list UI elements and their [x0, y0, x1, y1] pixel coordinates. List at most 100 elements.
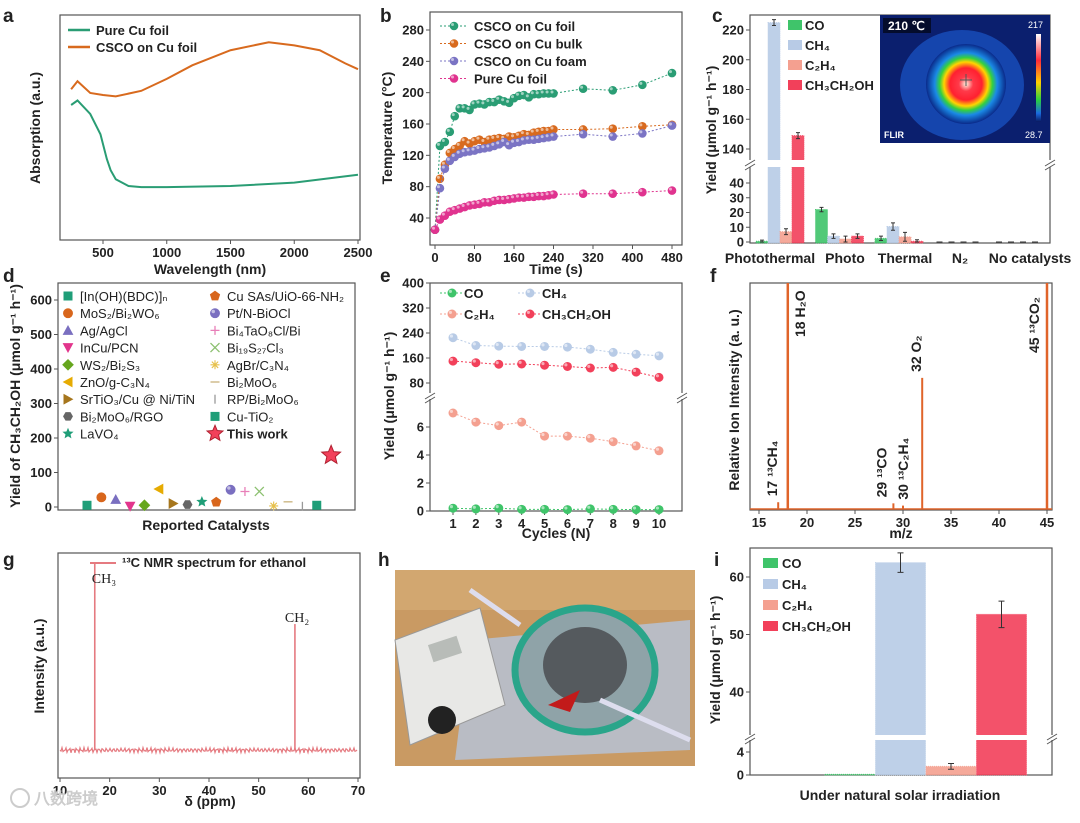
legend-marker	[449, 56, 459, 66]
peak-label: 29 ¹³CO	[873, 447, 889, 497]
data-point-highlight	[451, 113, 455, 117]
square-marker	[210, 411, 220, 421]
data-point	[440, 137, 450, 147]
data-point-highlight	[501, 196, 505, 200]
x-tick-label: 50	[251, 783, 265, 798]
y-tick-label: 40	[730, 176, 744, 191]
data-point-highlight	[461, 105, 465, 109]
panel-label-i: i	[714, 550, 719, 571]
data-point-highlight	[481, 145, 485, 149]
panel-h-photo	[394, 570, 695, 766]
x-tick-label: 20	[102, 783, 116, 798]
data-point	[494, 421, 504, 431]
y-axis-label: Temperature (°C)	[379, 72, 395, 185]
data-point-highlight	[609, 133, 613, 137]
y-axis-label: Intensity (a.u.)	[31, 619, 47, 714]
data-point-highlight	[564, 343, 568, 348]
data-point-highlight	[545, 90, 549, 94]
data-point	[608, 124, 618, 133]
legend-label: Bi₂MoO₆/RGO	[80, 409, 163, 424]
y-tick-label: 200	[30, 431, 52, 446]
data-point-highlight	[491, 135, 495, 139]
y-axis-label: Yield (μmol g⁻¹ h⁻¹)	[381, 332, 397, 461]
asterisk-marker	[210, 360, 220, 370]
data-point-highlight	[580, 85, 584, 89]
data-point-highlight	[441, 161, 445, 165]
data-point-highlight	[461, 138, 465, 142]
error-bar	[843, 235, 848, 243]
spectrum-line	[70, 99, 359, 189]
data-point	[608, 347, 618, 357]
data-point-highlight	[540, 135, 544, 139]
x-tick-label: 400	[622, 250, 644, 265]
data-point-highlight	[496, 196, 500, 200]
flir-logo: FLIR	[884, 130, 904, 140]
star-marker	[196, 495, 208, 507]
legend-label: CO	[464, 286, 484, 301]
x-marker	[210, 342, 220, 353]
data-point	[654, 505, 664, 515]
y-tick-label: 140	[722, 142, 744, 157]
square-marker	[82, 500, 92, 510]
data-point-highlight	[486, 99, 490, 103]
triangle-left-marker	[153, 483, 164, 495]
data-point	[517, 341, 527, 351]
y-tick-label: 500	[30, 327, 52, 342]
data-point-highlight	[515, 139, 519, 143]
legend-marker-highlight	[526, 310, 530, 314]
y-tick-label: 240	[402, 326, 424, 341]
error-bar	[891, 222, 895, 231]
data-point	[494, 503, 504, 513]
legend-label: CH₃CH₂OH	[542, 307, 611, 322]
data-point-highlight	[506, 142, 510, 146]
legend-label: Pt/N-BiOCl	[227, 306, 291, 321]
bar	[875, 562, 926, 776]
data-point-highlight	[481, 199, 485, 203]
data-point	[450, 111, 460, 121]
x-tick-label: 2500	[344, 245, 373, 260]
asterisk-marker	[269, 501, 279, 511]
legend-marker	[449, 74, 459, 83]
data-point	[540, 504, 550, 514]
x-tick-label: 15	[752, 515, 766, 530]
error-bar	[915, 239, 919, 243]
data-point-highlight	[540, 90, 544, 94]
panel-label-h: h	[378, 550, 390, 571]
data-point-highlight	[449, 334, 453, 338]
data-point-highlight	[609, 125, 613, 129]
square-marker	[312, 500, 322, 510]
x-tick-label: 480	[661, 250, 683, 265]
data-point	[608, 86, 618, 95]
data-point-highlight	[632, 368, 637, 373]
y-tick-label: 80	[410, 179, 424, 194]
data-point	[608, 437, 618, 447]
panel-label-c: c	[712, 6, 723, 27]
panel-g: 10 20 30 40 50 60 70 CH₃ CH₂ ¹³C NMR spectrum for…	[31, 552, 365, 809]
data-point-highlight	[506, 196, 510, 200]
table-highlight	[395, 570, 695, 610]
data-point-highlight	[506, 99, 510, 103]
glass-tube	[468, 587, 522, 628]
legend-marker-highlight	[450, 57, 454, 61]
data-point	[578, 84, 588, 94]
x-tick-label: 1500	[216, 245, 245, 260]
pentagon-marker	[211, 496, 222, 507]
hexagon-marker	[63, 412, 73, 421]
y-tick-label: 180	[722, 82, 744, 97]
panel-label-g: g	[3, 550, 15, 571]
data-point-highlight	[506, 133, 510, 137]
data-point-highlight	[515, 194, 519, 198]
legend-label: ZnO/g-C₃N₄	[80, 375, 150, 390]
catalyst-window	[543, 627, 627, 703]
data-point-highlight	[639, 81, 643, 85]
data-point-highlight	[515, 92, 519, 96]
legend-marker-highlight	[450, 22, 454, 27]
circle-marker	[63, 308, 73, 319]
data-point	[494, 341, 504, 351]
data-point-highlight	[436, 142, 440, 146]
data-point-highlight	[466, 148, 470, 152]
data-point-highlight	[481, 101, 485, 105]
data-point	[445, 127, 455, 137]
peak-label: CH₃	[92, 572, 116, 587]
data-point	[585, 504, 595, 514]
